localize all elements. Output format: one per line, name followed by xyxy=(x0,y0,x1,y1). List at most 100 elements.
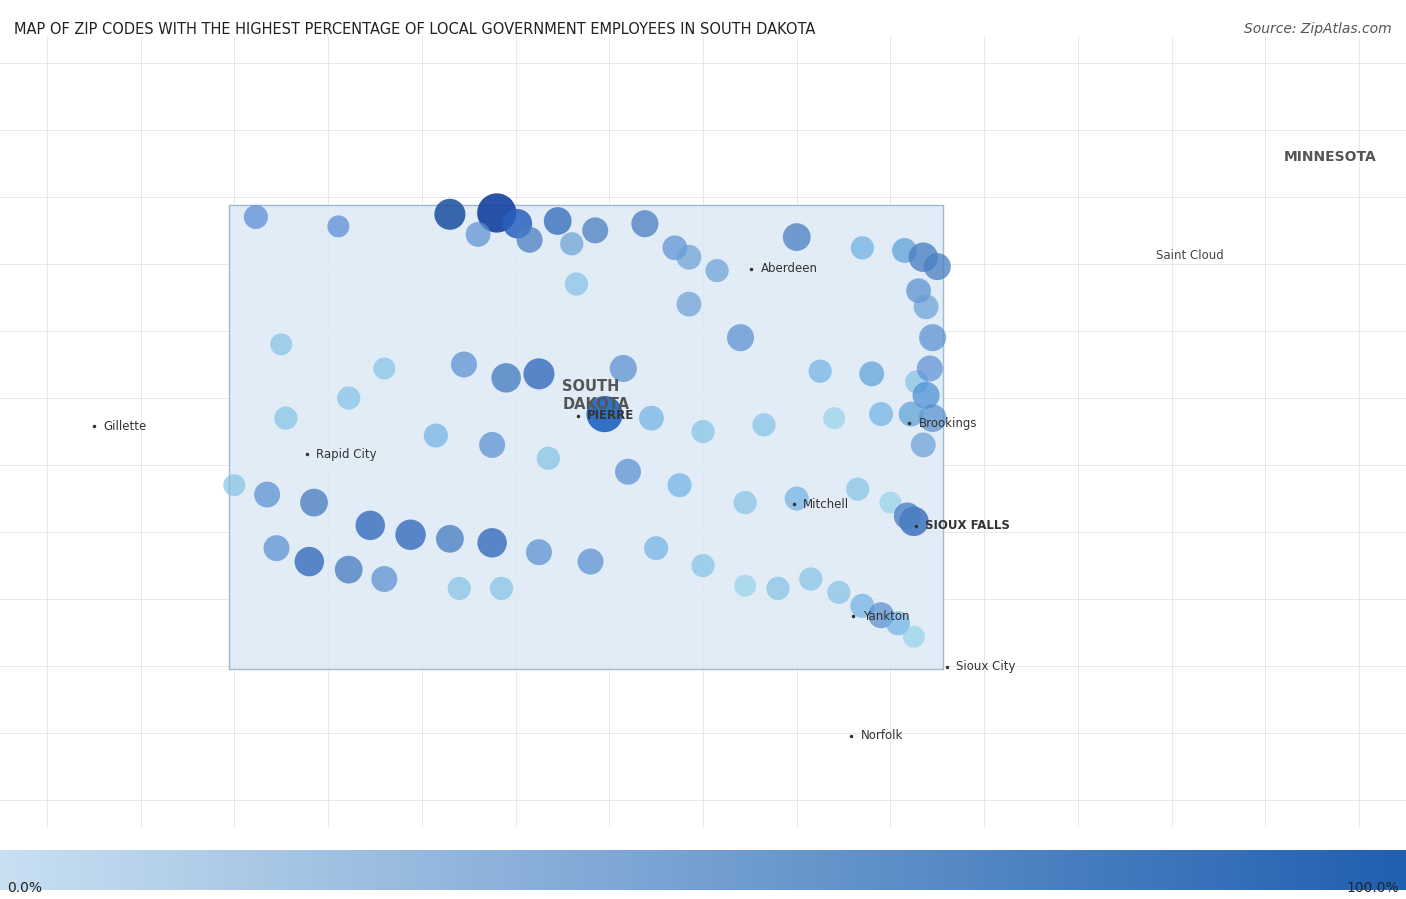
Point xyxy=(593,407,616,422)
Point xyxy=(678,297,700,311)
Point xyxy=(668,478,690,493)
Point xyxy=(879,495,901,510)
Text: Gillette: Gillette xyxy=(103,420,146,432)
Point xyxy=(481,438,503,452)
Point xyxy=(870,608,893,622)
Point xyxy=(328,219,350,234)
Point xyxy=(485,206,508,220)
Point xyxy=(617,465,640,479)
Point xyxy=(583,223,606,237)
Point xyxy=(373,361,395,376)
Point xyxy=(903,514,925,529)
Point xyxy=(506,217,529,231)
Point xyxy=(302,495,325,510)
Point xyxy=(527,367,550,381)
Text: Sioux City: Sioux City xyxy=(956,661,1015,673)
Text: MINNESOTA: MINNESOTA xyxy=(1284,149,1376,164)
Point xyxy=(439,531,461,546)
Point xyxy=(730,331,752,345)
Point xyxy=(634,217,657,231)
Text: Yankton: Yankton xyxy=(863,610,910,623)
Point xyxy=(903,629,925,644)
Point xyxy=(905,375,928,389)
Point xyxy=(823,411,845,425)
Point xyxy=(373,572,395,586)
Point xyxy=(915,388,938,403)
Point xyxy=(706,263,728,278)
Point xyxy=(270,337,292,352)
Point xyxy=(612,361,634,376)
Point xyxy=(912,250,935,264)
Point xyxy=(561,236,583,251)
Point xyxy=(786,230,808,245)
Text: Brookings: Brookings xyxy=(918,417,977,430)
Text: Norfolk: Norfolk xyxy=(860,729,903,743)
Point xyxy=(900,407,922,422)
Point xyxy=(912,438,935,452)
Polygon shape xyxy=(229,205,943,669)
Point xyxy=(467,227,489,242)
Point xyxy=(692,558,714,573)
Point xyxy=(927,260,949,274)
Point xyxy=(266,541,288,556)
Point xyxy=(907,283,929,298)
Point xyxy=(786,492,808,506)
Point xyxy=(439,207,461,221)
Point xyxy=(224,478,246,493)
Point xyxy=(453,357,475,371)
Point xyxy=(896,509,918,523)
Text: Source: ZipAtlas.com: Source: ZipAtlas.com xyxy=(1244,22,1392,37)
Point xyxy=(678,250,700,264)
Point xyxy=(245,209,267,224)
Point xyxy=(918,361,941,376)
Point xyxy=(800,572,823,586)
Point xyxy=(256,487,278,502)
Text: SOUTH
DAKOTA: SOUTH DAKOTA xyxy=(562,379,630,412)
Point xyxy=(664,241,686,255)
Text: 100.0%: 100.0% xyxy=(1347,880,1399,895)
Text: Mitchell: Mitchell xyxy=(803,497,849,511)
Point xyxy=(449,582,471,596)
Point xyxy=(298,555,321,569)
Point xyxy=(399,528,422,542)
Point xyxy=(359,518,381,532)
Point xyxy=(766,582,789,596)
Point xyxy=(481,536,503,550)
Point xyxy=(921,411,943,425)
Text: Saint Cloud: Saint Cloud xyxy=(1157,249,1225,263)
Point xyxy=(274,411,297,425)
Point xyxy=(645,541,668,556)
Point xyxy=(752,418,775,432)
Point xyxy=(734,579,756,593)
Point xyxy=(337,563,360,577)
Text: Rapid City: Rapid City xyxy=(316,448,377,461)
Point xyxy=(565,277,588,291)
Point xyxy=(870,407,893,422)
Point xyxy=(846,482,869,496)
Text: PIERRE: PIERRE xyxy=(588,409,634,423)
Point xyxy=(828,585,851,600)
Point xyxy=(887,616,910,630)
Point xyxy=(337,391,360,405)
Point xyxy=(915,299,938,314)
Point xyxy=(425,428,447,442)
Point xyxy=(579,555,602,569)
Point xyxy=(893,244,915,258)
Point xyxy=(547,214,569,228)
Point xyxy=(734,495,756,510)
Point xyxy=(851,599,873,613)
Point xyxy=(860,367,883,381)
Text: 0.0%: 0.0% xyxy=(7,880,42,895)
Text: SIOUX FALLS: SIOUX FALLS xyxy=(925,519,1010,532)
Point xyxy=(640,411,662,425)
Point xyxy=(527,545,550,559)
Point xyxy=(921,331,943,345)
Point xyxy=(495,370,517,385)
Point xyxy=(519,233,541,247)
Point xyxy=(491,582,513,596)
Text: Aberdeen: Aberdeen xyxy=(761,263,817,275)
Point xyxy=(808,364,831,378)
Text: MAP OF ZIP CODES WITH THE HIGHEST PERCENTAGE OF LOCAL GOVERNMENT EMPLOYEES IN SO: MAP OF ZIP CODES WITH THE HIGHEST PERCEN… xyxy=(14,22,815,38)
Point xyxy=(537,451,560,466)
Point xyxy=(851,241,873,255)
